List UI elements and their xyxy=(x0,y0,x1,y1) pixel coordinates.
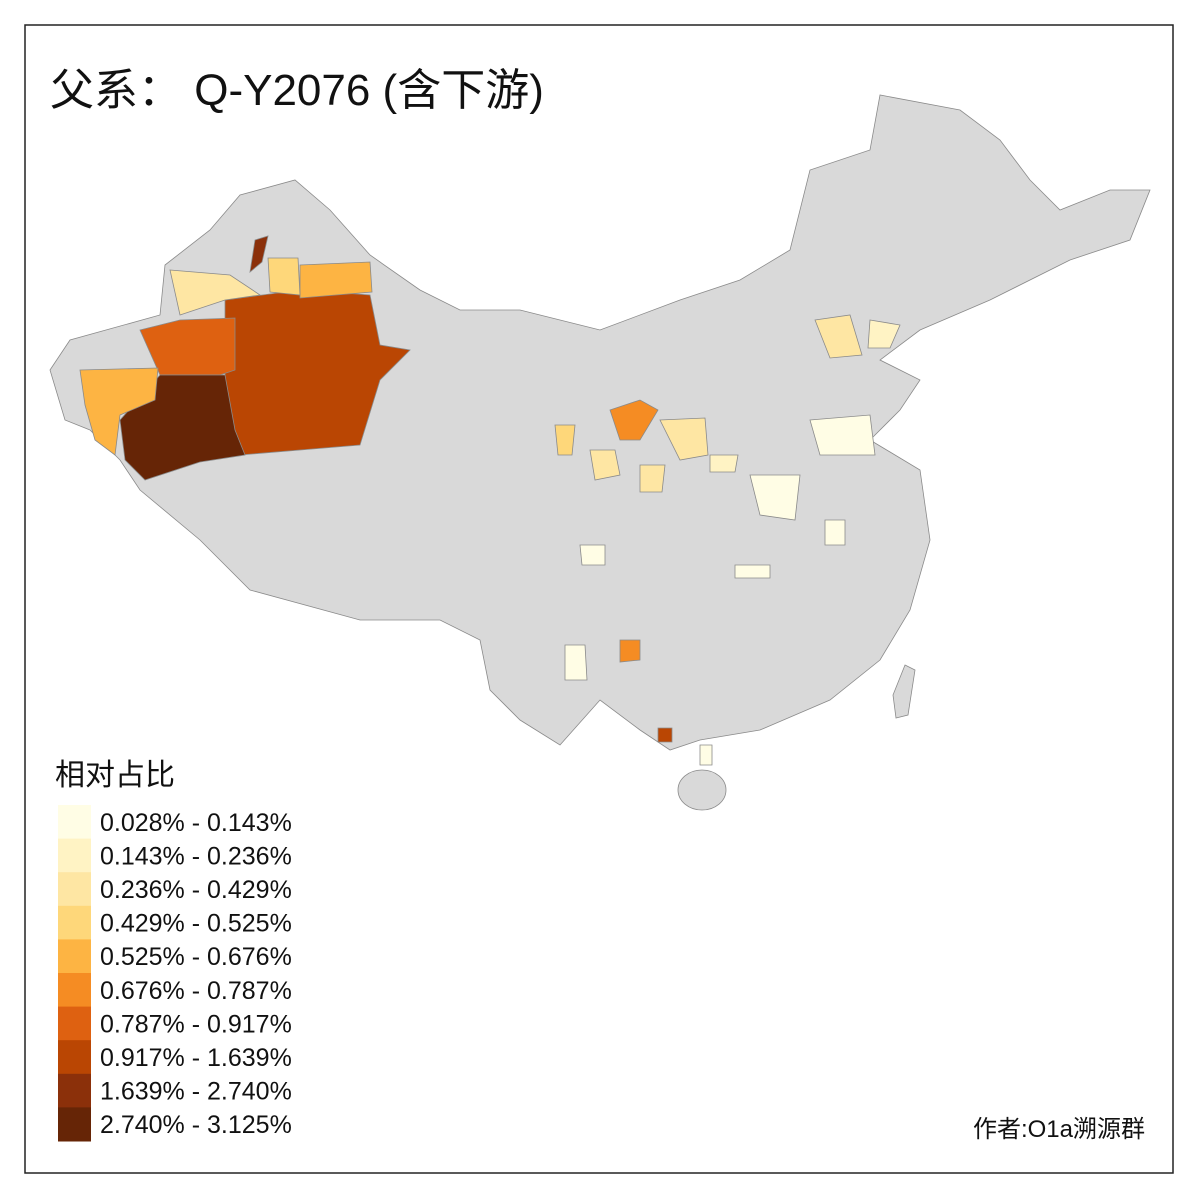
legend-label: 0.917% - 1.639% xyxy=(100,1044,292,1072)
legend-swatch xyxy=(58,838,91,873)
legend-label: 0.028% - 0.143% xyxy=(100,809,292,837)
legend-swatch xyxy=(58,1107,91,1142)
region xyxy=(749,474,801,521)
legend-swatch xyxy=(58,805,91,840)
region xyxy=(267,257,301,296)
legend-swatch xyxy=(58,1040,91,1075)
legend-label: 2.740% - 3.125% xyxy=(100,1111,292,1139)
legend-label: 1.639% - 2.740% xyxy=(100,1078,292,1106)
region xyxy=(814,314,863,359)
legend-swatch xyxy=(58,872,91,907)
region xyxy=(734,564,771,579)
legend-label: 0.429% - 0.525% xyxy=(100,910,292,938)
map-title: 父系： Q-Y2076 (含下游) xyxy=(50,66,544,115)
region xyxy=(589,449,621,481)
region xyxy=(619,639,641,663)
legend-label: 0.676% - 0.787% xyxy=(100,977,292,1005)
legend-swatch xyxy=(58,1073,91,1108)
legend-swatch xyxy=(58,973,91,1008)
credit: 作者:O1a溯源群 xyxy=(973,1116,1145,1143)
region xyxy=(867,319,901,349)
region xyxy=(299,261,373,299)
legend: 0.028% - 0.143% 0.143% - 0.236% 0.236% - 0… xyxy=(58,805,292,1142)
region xyxy=(564,644,588,681)
legend-label: 0.525% - 0.676% xyxy=(100,943,292,971)
region xyxy=(657,727,673,743)
legend-label: 0.143% - 0.236% xyxy=(100,842,292,870)
legend-swatch xyxy=(58,905,91,940)
region xyxy=(699,744,713,766)
region xyxy=(824,519,846,546)
region xyxy=(579,544,606,566)
region xyxy=(709,454,739,473)
legend-label: 0.787% - 0.917% xyxy=(100,1010,292,1038)
map-regions xyxy=(49,94,1151,811)
country-outline xyxy=(49,94,1151,751)
region xyxy=(659,417,709,461)
legend-label: 0.236% - 0.429% xyxy=(100,876,292,904)
region xyxy=(639,464,666,493)
region xyxy=(169,269,262,316)
legend-title: 相对占比 xyxy=(55,759,175,792)
island xyxy=(892,664,916,719)
legend-swatch xyxy=(58,1006,91,1041)
region xyxy=(79,367,159,456)
legend-swatch xyxy=(58,939,91,974)
region xyxy=(609,399,659,441)
island xyxy=(677,769,727,811)
region xyxy=(809,414,876,456)
region xyxy=(249,235,269,273)
region xyxy=(554,424,576,456)
